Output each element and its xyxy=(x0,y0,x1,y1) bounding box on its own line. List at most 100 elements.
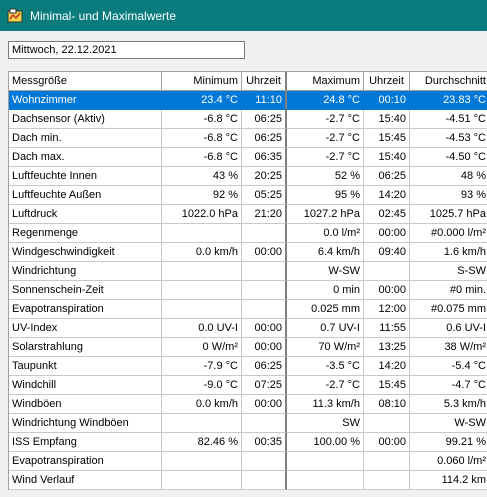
cell-minimum: 43 % xyxy=(162,167,242,186)
table-row[interactable]: Regenmenge 0.0 l/m² 00:00 #0.000 l/m² xyxy=(9,224,487,243)
table-row[interactable]: Windböen 0.0 km/h 00:00 11.3 km/h 08:10 5.3 k… xyxy=(9,395,487,414)
cell-messgroesse: Wohnzimmer xyxy=(9,91,162,110)
cell-maximum: 6.4 km/h xyxy=(287,243,364,262)
cell-messgroesse: Luftfeuchte Innen xyxy=(9,167,162,186)
table-row[interactable]: UV-Index 0.0 UV-I 00:00 0.7 UV-I 11:55 0.6 UV… xyxy=(9,319,487,338)
table-row[interactable]: Dach max. -6.8 °C 06:35 -2.7 °C 15:40 -4.50 °… xyxy=(9,148,487,167)
cell-uhrzeit-min xyxy=(242,224,287,243)
cell-uhrzeit-max xyxy=(364,414,410,433)
table-row[interactable]: Wind Verlauf 114.2 km xyxy=(9,471,487,490)
table-row[interactable]: Luftfeuchte Außen 92 % 05:25 95 % 14:20 93 % xyxy=(9,186,487,205)
cell-maximum: -2.7 °C xyxy=(287,110,364,129)
column-header-maximum[interactable]: Maximum xyxy=(287,72,364,91)
date-field[interactable]: Mittwoch, 22.12.2021 xyxy=(8,41,245,59)
cell-maximum xyxy=(287,471,364,490)
cell-uhrzeit-max: 00:10 xyxy=(364,91,410,110)
cell-uhrzeit-min: 00:00 xyxy=(242,395,287,414)
table-row[interactable]: Luftdruck 1022.0 hPa 21:20 1027.2 hPa 02:45 1… xyxy=(9,205,487,224)
cell-uhrzeit-min xyxy=(242,300,287,319)
table-row[interactable]: Luftfeuchte Innen 43 % 20:25 52 % 06:25 48 % xyxy=(9,167,487,186)
app-icon xyxy=(7,8,23,22)
cell-uhrzeit-min: 00:35 xyxy=(242,433,287,452)
cell-maximum xyxy=(287,452,364,471)
table-row[interactable]: ISS Empfang 82.46 % 00:35 100.00 % 00:00 99.2… xyxy=(9,433,487,452)
cell-uhrzeit-min: 00:00 xyxy=(242,338,287,357)
cell-durchschnitt: 0.6 UV-I xyxy=(410,319,487,338)
cell-uhrzeit-min: 11:10 xyxy=(242,91,287,110)
table-row[interactable]: Wohnzimmer 23.4 °C 11:10 24.8 °C 00:10 23.83 … xyxy=(9,91,487,110)
cell-uhrzeit-min: 05:25 xyxy=(242,186,287,205)
cell-uhrzeit-min xyxy=(242,471,287,490)
cell-durchschnitt: -4.50 °C xyxy=(410,148,487,167)
table-row[interactable]: Evapotranspiration 0.025 mm 12:00 #0.075 mm xyxy=(9,300,487,319)
cell-minimum xyxy=(162,452,242,471)
cell-uhrzeit-max: 00:00 xyxy=(364,224,410,243)
column-header-durchschnitt[interactable]: Durchschnitt xyxy=(410,72,487,91)
cell-durchschnitt: 1.6 km/h xyxy=(410,243,487,262)
cell-maximum: -3.5 °C xyxy=(287,357,364,376)
cell-minimum xyxy=(162,300,242,319)
table-row[interactable]: Windrichtung W-SW S-SW xyxy=(9,262,487,281)
cell-maximum: 1027.2 hPa xyxy=(287,205,364,224)
cell-minimum: -9.0 °C xyxy=(162,376,242,395)
cell-uhrzeit-max: 02:45 xyxy=(364,205,410,224)
cell-messgroesse: Solarstrahlung xyxy=(9,338,162,357)
cell-minimum: -6.8 °C xyxy=(162,148,242,167)
cell-minimum: 23.4 °C xyxy=(162,91,242,110)
cell-durchschnitt: #0.000 l/m² xyxy=(410,224,487,243)
window-title: Minimal- und Maximalwerte xyxy=(30,8,177,23)
cell-uhrzeit-max: 15:45 xyxy=(364,129,410,148)
cell-messgroesse: Windrichtung xyxy=(9,262,162,281)
cell-uhrzeit-min: 00:00 xyxy=(242,243,287,262)
table-row[interactable]: Windgeschwindigkeit 0.0 km/h 00:00 6.4 km/h… xyxy=(9,243,487,262)
cell-maximum: 70 W/m² xyxy=(287,338,364,357)
cell-uhrzeit-max: 14:20 xyxy=(364,186,410,205)
table-row[interactable]: Dach min. -6.8 °C 06:25 -2.7 °C 15:45 -4.53 °… xyxy=(9,129,487,148)
cell-minimum: 0.0 km/h xyxy=(162,395,242,414)
cell-durchschnitt: 114.2 km xyxy=(410,471,487,490)
table-row[interactable]: Solarstrahlung 0 W/m² 00:00 70 W/m² 13:25 38 … xyxy=(9,338,487,357)
column-header-uhrzeit-max[interactable]: Uhrzeit xyxy=(364,72,410,91)
cell-uhrzeit-min: 00:00 xyxy=(242,319,287,338)
cell-minimum: 0.0 UV-I xyxy=(162,319,242,338)
cell-uhrzeit-max: 00:00 xyxy=(364,433,410,452)
cell-maximum: SW xyxy=(287,414,364,433)
column-header-messgroesse[interactable]: Messgröße xyxy=(9,72,162,91)
cell-minimum: -6.8 °C xyxy=(162,129,242,148)
cell-uhrzeit-min xyxy=(242,452,287,471)
cell-minimum xyxy=(162,471,242,490)
cell-messgroesse: Evapotranspiration xyxy=(9,300,162,319)
column-header-minimum[interactable]: Minimum xyxy=(162,72,242,91)
cell-durchschnitt: -4.7 °C xyxy=(410,376,487,395)
cell-uhrzeit-max: 12:00 xyxy=(364,300,410,319)
column-header-uhrzeit-min[interactable]: Uhrzeit xyxy=(242,72,287,91)
cell-uhrzeit-min: 21:20 xyxy=(242,205,287,224)
cell-durchschnitt: 99.21 % xyxy=(410,433,487,452)
table-row[interactable]: Windchill -9.0 °C 07:25 -2.7 °C 15:45 -4.7 °C xyxy=(9,376,487,395)
table-row[interactable]: Dachsensor (Aktiv) -6.8 °C 06:25 -2.7 °C 15:… xyxy=(9,110,487,129)
cell-messgroesse: Luftdruck xyxy=(9,205,162,224)
cell-maximum: -2.7 °C xyxy=(287,376,364,395)
table-row[interactable]: Windrichtung Windböen SW W-SW xyxy=(9,414,487,433)
cell-durchschnitt: 93 % xyxy=(410,186,487,205)
table-row[interactable]: Taupunkt -7.9 °C 06:25 -3.5 °C 14:20 -5.4 °C xyxy=(9,357,487,376)
cell-uhrzeit-max: 15:45 xyxy=(364,376,410,395)
cell-uhrzeit-max: 11:55 xyxy=(364,319,410,338)
table-row[interactable]: Evapotranspiration 0.060 l/m² xyxy=(9,452,487,471)
cell-minimum xyxy=(162,281,242,300)
cell-maximum: 0.7 UV-I xyxy=(287,319,364,338)
cell-maximum: 0 min xyxy=(287,281,364,300)
cell-uhrzeit-min: 07:25 xyxy=(242,376,287,395)
table-row[interactable]: Sonnenschein-Zeit 0 min 00:00 #0 min. xyxy=(9,281,487,300)
cell-maximum: 24.8 °C xyxy=(287,91,364,110)
cell-maximum: 52 % xyxy=(287,167,364,186)
cell-durchschnitt: S-SW xyxy=(410,262,487,281)
cell-minimum: 92 % xyxy=(162,186,242,205)
cell-uhrzeit-max xyxy=(364,471,410,490)
cell-messgroesse: Windrichtung Windböen xyxy=(9,414,162,433)
cell-messgroesse: ISS Empfang xyxy=(9,433,162,452)
cell-durchschnitt: -4.51 °C xyxy=(410,110,487,129)
title-bar: Minimal- und Maximalwerte xyxy=(0,0,487,31)
cell-uhrzeit-max: 09:40 xyxy=(364,243,410,262)
cell-maximum: W-SW xyxy=(287,262,364,281)
